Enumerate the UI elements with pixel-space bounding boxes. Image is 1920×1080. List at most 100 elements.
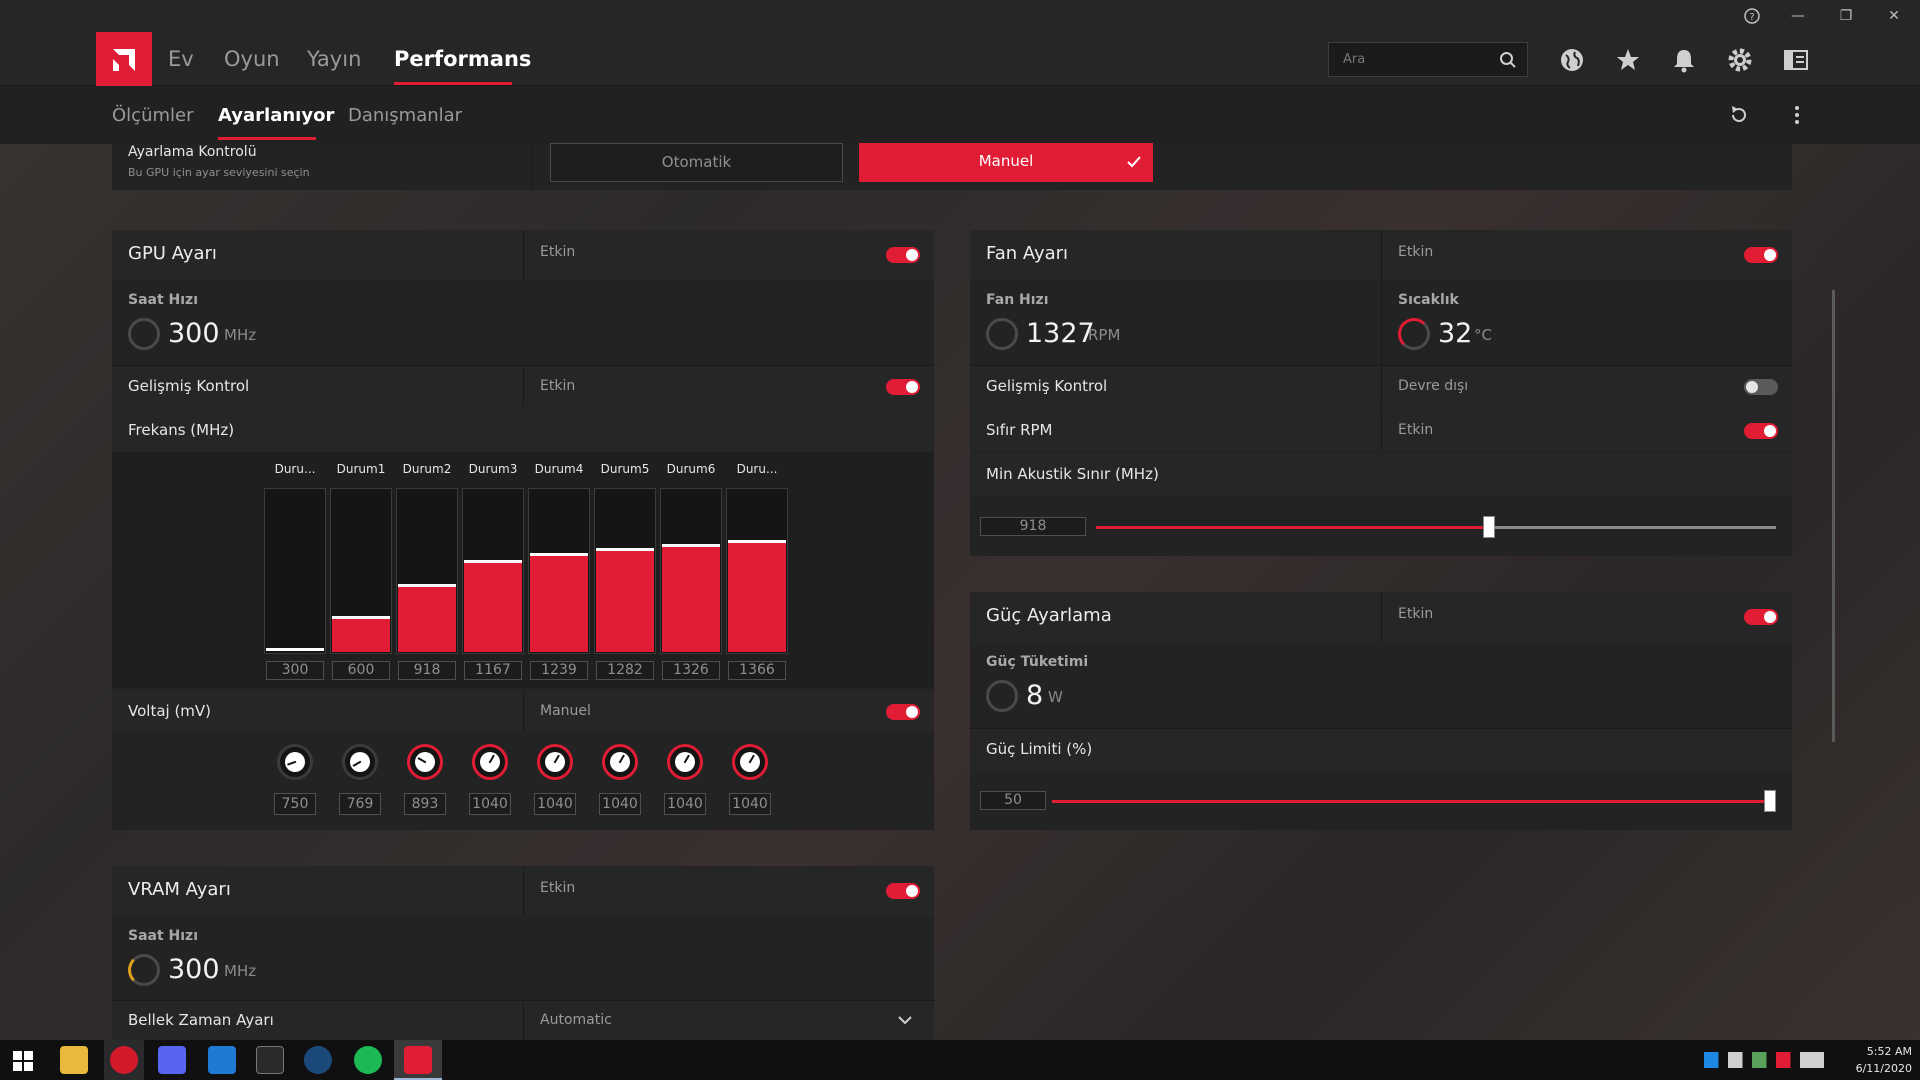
bell-icon[interactable] — [1670, 46, 1698, 74]
search-icon[interactable] — [1499, 51, 1517, 69]
discord-icon[interactable] — [158, 1046, 186, 1074]
vram-enable-toggle[interactable] — [886, 883, 920, 899]
slider-thumb[interactable] — [1764, 790, 1776, 812]
epic-games-icon[interactable] — [256, 1046, 284, 1074]
nav-ev[interactable]: Ev — [168, 47, 194, 71]
voltage-value[interactable]: 769 — [339, 793, 381, 815]
voltage-value[interactable]: 1040 — [469, 793, 511, 815]
frequency-bar-handle[interactable] — [332, 616, 390, 619]
power-limit-slider[interactable] — [1052, 790, 1776, 812]
voltage-value[interactable]: 1040 — [664, 793, 706, 815]
frequency-bar-handle[interactable] — [266, 648, 324, 651]
more-options-icon[interactable] — [1786, 104, 1808, 126]
battlenet-icon[interactable] — [208, 1046, 236, 1074]
voltage-knob[interactable] — [342, 744, 378, 780]
voltage-value[interactable]: 1040 — [599, 793, 641, 815]
taskbar-date: 6/11/2020 — [1855, 1062, 1912, 1075]
frequency-bar[interactable] — [528, 488, 590, 654]
frequency-bar-handle[interactable] — [464, 560, 522, 563]
frequency-bar[interactable] — [726, 488, 788, 654]
voltage-knob[interactable] — [277, 744, 313, 780]
help-icon[interactable]: ? — [1734, 4, 1770, 28]
frequency-bar[interactable] — [660, 488, 722, 654]
minimize-button[interactable]: — — [1791, 8, 1805, 24]
min-acoustic-value[interactable]: 918 — [980, 517, 1086, 536]
frequency-bar[interactable] — [462, 488, 524, 654]
gear-icon[interactable] — [1726, 46, 1754, 74]
frequency-value[interactable]: 1282 — [596, 661, 654, 680]
slider-thumb[interactable] — [1483, 516, 1495, 538]
zero-rpm-toggle[interactable] — [1744, 423, 1778, 439]
voltage-value[interactable]: 1040 — [534, 793, 576, 815]
frequency-value[interactable]: 1366 — [728, 661, 786, 680]
voltage-knob[interactable] — [732, 744, 768, 780]
frequency-bar-handle[interactable] — [728, 540, 786, 543]
otomatik-button[interactable]: Otomatik — [550, 143, 843, 182]
scrollbar[interactable] — [1832, 290, 1835, 742]
gpu-advanced-label: Gelişmiş Kontrol — [128, 377, 250, 395]
frequency-bar-handle[interactable] — [530, 553, 588, 556]
frequency-value[interactable]: 1239 — [530, 661, 588, 680]
system-tray-icons[interactable] — [1704, 1052, 1824, 1068]
gpu-voltage-toggle[interactable] — [886, 704, 920, 720]
frequency-bar-handle[interactable] — [398, 584, 456, 587]
nav-performans[interactable]: Performans — [394, 47, 532, 71]
tab-danismanlar[interactable]: Danışmanlar — [348, 105, 463, 126]
fan-advanced-toggle[interactable] — [1744, 379, 1778, 395]
file-explorer-icon[interactable] — [60, 1046, 88, 1074]
power-enable-toggle[interactable] — [1744, 609, 1778, 625]
gpu-clock-gauge-icon — [128, 318, 160, 350]
frequency-value[interactable]: 1167 — [464, 661, 522, 680]
sidebar-panel-icon[interactable] — [1782, 46, 1810, 74]
globe-icon[interactable] — [1558, 46, 1586, 74]
windows-start-icon[interactable] — [12, 1050, 34, 1072]
frequency-bar-handle[interactable] — [662, 544, 720, 547]
voltage-knob[interactable] — [537, 744, 573, 780]
spotify-icon[interactable] — [354, 1046, 382, 1074]
opera-icon[interactable] — [110, 1046, 138, 1074]
power-limit-value[interactable]: 50 — [980, 791, 1046, 810]
voltage-knob[interactable] — [667, 744, 703, 780]
voltage-value[interactable]: 893 — [404, 793, 446, 815]
min-acoustic-slider[interactable] — [1096, 516, 1776, 538]
frequency-bar[interactable] — [396, 488, 458, 654]
frequency-bar-fill — [662, 546, 720, 652]
chevron-down-icon[interactable] — [898, 1015, 912, 1025]
frequency-value[interactable]: 918 — [398, 661, 456, 680]
fan-enable-toggle[interactable] — [1744, 247, 1778, 263]
voltage-value[interactable]: 750 — [274, 793, 316, 815]
reset-icon[interactable] — [1728, 104, 1750, 126]
voltage-knob[interactable] — [472, 744, 508, 780]
restore-button[interactable]: ❐ — [1839, 8, 1853, 24]
taskbar-clock[interactable]: 5:52 AM 6/11/2020 — [1840, 1043, 1912, 1077]
gpu-advanced-toggle[interactable] — [886, 379, 920, 395]
tab-olcumler[interactable]: Ölçümler — [112, 105, 194, 126]
amd-radeon-taskbar-icon[interactable] — [404, 1046, 432, 1074]
frequency-bar[interactable] — [330, 488, 392, 654]
frequency-value[interactable]: 1326 — [662, 661, 720, 680]
frequency-bar-handle[interactable] — [596, 548, 654, 551]
manuel-button[interactable]: Manuel — [859, 143, 1153, 182]
frequency-value[interactable]: 600 — [332, 661, 390, 680]
star-icon[interactable] — [1614, 46, 1642, 74]
steam-icon[interactable] — [304, 1046, 332, 1074]
search-input[interactable] — [1329, 43, 1494, 76]
memory-timing-select[interactable]: Automatic — [540, 1012, 612, 1028]
divider — [1381, 409, 1382, 451]
search-box[interactable] — [1328, 42, 1528, 77]
frequency-bar-fill — [332, 618, 390, 652]
voltage-knob[interactable] — [407, 744, 443, 780]
voltage-value[interactable]: 1040 — [729, 793, 771, 815]
frequency-bar-fill — [728, 542, 786, 652]
amd-logo-icon[interactable] — [96, 32, 152, 86]
frequency-bar[interactable] — [594, 488, 656, 654]
tab-ayarlaniyor[interactable]: Ayarlanıyor — [218, 105, 335, 126]
close-button[interactable]: ✕ — [1888, 8, 1900, 24]
frequency-bar[interactable] — [264, 488, 326, 654]
gpu-enable-toggle[interactable] — [886, 247, 920, 263]
frequency-value[interactable]: 300 — [266, 661, 324, 680]
voltage-knob[interactable] — [602, 744, 638, 780]
nav-yayin[interactable]: Yayın — [307, 47, 362, 71]
nav-oyun[interactable]: Oyun — [224, 47, 280, 71]
frequency-bar-fill — [596, 550, 654, 652]
